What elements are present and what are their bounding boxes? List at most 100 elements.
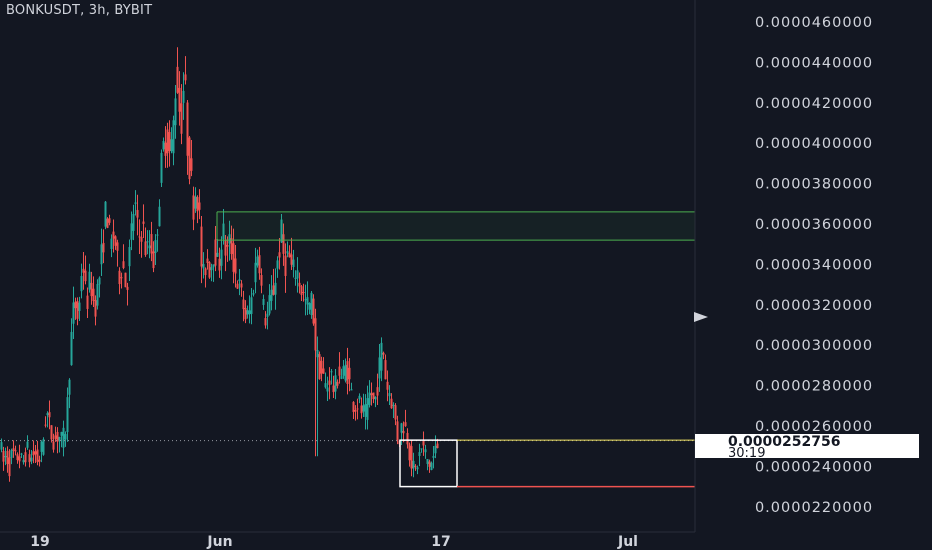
candle-body <box>38 459 41 462</box>
candle-body <box>410 446 413 469</box>
candle-body <box>390 398 393 409</box>
time-tick-label: Jul <box>617 534 638 550</box>
candle-body <box>200 226 203 267</box>
candle-body <box>74 301 77 309</box>
candle-body <box>426 459 429 464</box>
candle-body <box>84 270 87 282</box>
candle-body <box>208 262 211 278</box>
candle-body <box>240 283 243 288</box>
candle-body <box>142 221 145 224</box>
candle-body <box>186 102 189 156</box>
candle-body <box>130 223 133 240</box>
candle-body <box>204 268 207 276</box>
candle-body <box>108 218 111 223</box>
candle-body <box>124 272 127 288</box>
candle-body <box>302 291 305 293</box>
candle-body <box>30 457 33 462</box>
candle-body <box>148 245 151 249</box>
candle-body <box>434 445 437 454</box>
candle-body <box>330 371 333 373</box>
candle-body <box>338 366 341 376</box>
candle-body <box>282 234 285 254</box>
price-scale-arrow-icon[interactable] <box>694 312 708 322</box>
candle-body <box>344 364 347 381</box>
candle-body <box>92 288 95 302</box>
candle-body <box>252 293 255 295</box>
price-tick-label: 0.0000400000 <box>755 136 873 152</box>
candle-body <box>64 434 67 440</box>
candle-body <box>278 252 281 258</box>
time-axis[interactable]: 19 Jun 17 Jul <box>30 534 638 550</box>
candle-body <box>4 456 7 458</box>
candle-body <box>318 354 321 380</box>
candle-body <box>86 295 89 309</box>
candle-body <box>290 254 293 265</box>
candle-body <box>264 318 267 326</box>
candle-body <box>188 137 191 180</box>
time-tick-label: 19 <box>30 534 49 550</box>
candle-body <box>160 152 163 183</box>
candle-body <box>218 258 221 271</box>
candle-body <box>22 460 25 463</box>
candle-body <box>216 252 219 257</box>
price-tick-label: 0.0000460000 <box>755 15 873 31</box>
candle-body <box>156 234 159 236</box>
candle-body <box>46 413 49 416</box>
candle-body <box>372 392 375 399</box>
highlight-box[interactable] <box>399 439 458 488</box>
candle-body <box>110 238 113 250</box>
candle-body <box>268 295 271 314</box>
candle-body <box>116 242 119 251</box>
candle-body <box>10 450 13 458</box>
candle-body <box>106 218 109 228</box>
candle-body <box>226 245 229 247</box>
candle-body <box>394 405 397 420</box>
candle-body <box>70 331 73 366</box>
candle-body <box>246 310 249 315</box>
candle-body <box>190 158 193 171</box>
candle-body <box>40 441 43 452</box>
candle-body <box>328 380 331 385</box>
candle-body <box>26 441 29 448</box>
candle-body <box>196 197 199 212</box>
candle-body <box>260 275 263 286</box>
candle-body <box>154 240 157 253</box>
candle-body <box>322 368 325 374</box>
candle-body <box>266 313 269 317</box>
price-tick-label: 0.0000280000 <box>755 379 873 395</box>
candle-body <box>18 456 21 462</box>
candle-body <box>32 451 35 456</box>
candle-body <box>256 256 259 266</box>
price-tick-label: 0.0000320000 <box>755 298 873 314</box>
candle-body <box>146 241 149 243</box>
candle-body <box>340 376 343 379</box>
candle-body <box>428 461 431 467</box>
candle-body <box>364 403 367 417</box>
candle-body <box>236 283 239 289</box>
candle-body <box>382 352 385 355</box>
candle-body <box>2 450 5 462</box>
candle-body <box>90 282 93 297</box>
resistance-zone[interactable] <box>217 211 695 241</box>
candle-body <box>56 431 59 442</box>
candle-body <box>408 444 411 461</box>
candle-body <box>140 237 143 242</box>
candle-body <box>80 276 83 292</box>
candle-body <box>54 435 57 439</box>
price-axis[interactable]: 0.0000220000 0.0000240000 0.0000260000 0.00… <box>755 15 873 516</box>
candle-body <box>172 120 175 154</box>
candle-body <box>354 410 357 412</box>
candle-body <box>258 255 261 274</box>
candle-body <box>12 448 15 451</box>
candle-body <box>184 74 187 81</box>
candle-body <box>210 267 213 271</box>
candle-body <box>262 299 265 305</box>
candle-body <box>112 231 115 239</box>
candle-body <box>400 423 403 433</box>
candle-body <box>76 301 79 319</box>
candle-body <box>60 431 63 436</box>
candle-body <box>100 244 103 265</box>
candle-body <box>72 302 75 324</box>
candle-body <box>374 396 377 400</box>
